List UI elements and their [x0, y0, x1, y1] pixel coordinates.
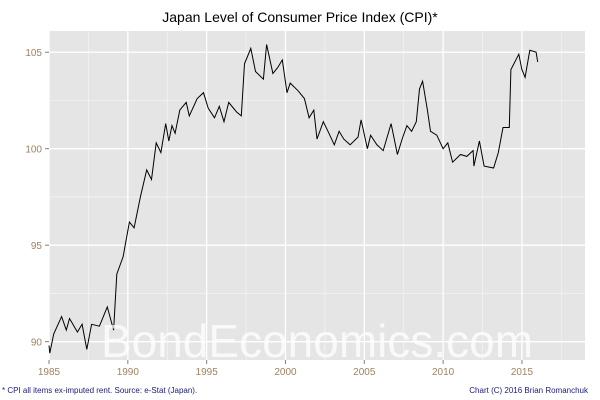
y-tick-label: 105	[25, 48, 42, 59]
x-tick-label: 1990	[117, 367, 140, 378]
y-tick-label: 95	[31, 241, 43, 252]
footnote: * CPI all items ex-imputed rent. Source:…	[2, 386, 198, 395]
y-tick-label: 90	[31, 338, 43, 349]
chart-title: Japan Level of Consumer Price Index (CPI…	[162, 9, 438, 25]
credit: Chart (C) 2016 Brian Romanchuk	[469, 386, 588, 395]
panel-background	[49, 31, 585, 360]
x-tick-label: 1985	[38, 367, 61, 378]
x-tick-label: 2015	[511, 367, 534, 378]
x-tick-label: 1995	[196, 367, 219, 378]
x-tick-label: 2010	[432, 367, 455, 378]
x-tick-label: 2005	[353, 367, 376, 378]
watermark: BondEconomics.com	[101, 315, 533, 367]
x-tick-label: 2000	[274, 367, 297, 378]
y-tick-label: 100	[25, 145, 42, 156]
cpi-line	[48, 44, 539, 354]
